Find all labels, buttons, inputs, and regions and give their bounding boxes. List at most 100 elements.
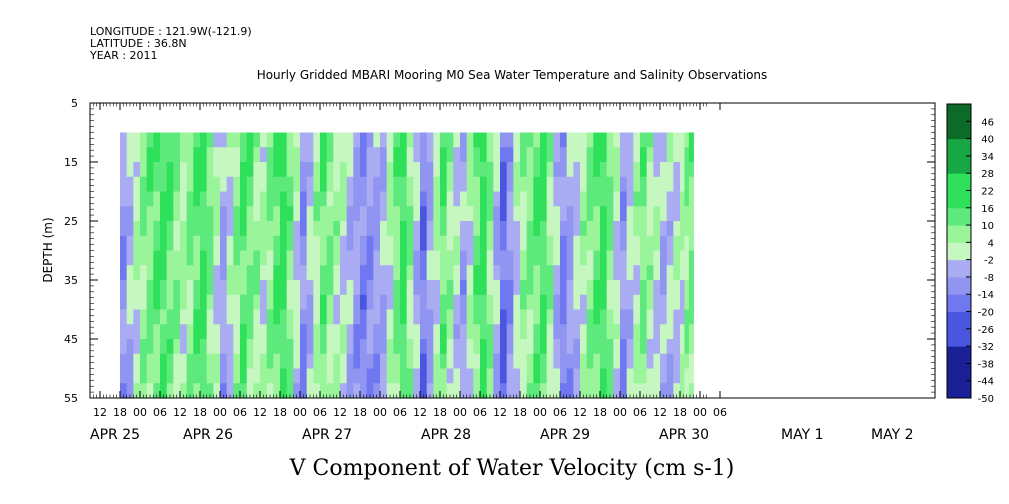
heatmap-cell	[553, 132, 561, 148]
heatmap-cell	[166, 309, 174, 325]
heatmap-cell	[513, 368, 521, 384]
heatmap-cell	[666, 383, 674, 399]
heatmap-cell	[653, 353, 661, 370]
heatmap-cell	[120, 324, 128, 340]
heatmap-cell	[273, 294, 281, 311]
colorbar-swatch	[947, 132, 971, 140]
heatmap-cell	[546, 206, 554, 222]
heatmap-cell	[286, 280, 294, 296]
heatmap-cell	[653, 294, 661, 311]
heatmap-cell	[680, 147, 686, 163]
heatmap-cell	[466, 132, 474, 148]
heatmap-cell	[306, 294, 314, 311]
heatmap-cell	[413, 324, 421, 340]
heatmap-cell	[273, 368, 281, 384]
heatmap-cell	[593, 221, 601, 237]
heatmap-cell	[673, 221, 681, 237]
heatmap-cell	[420, 280, 428, 296]
heatmap-cell	[626, 324, 634, 340]
date-label: APR 30	[659, 427, 709, 443]
heatmap-cell	[140, 339, 148, 355]
heatmap-cell	[293, 176, 301, 193]
heatmap-cell	[326, 368, 334, 384]
heatmap-cell	[593, 265, 601, 281]
heatmap-cell	[300, 353, 308, 370]
heatmap-cell	[673, 191, 681, 207]
heatmap-cell	[466, 324, 474, 340]
heatmap-cell	[413, 309, 421, 325]
heatmap-cell	[286, 221, 294, 237]
heatmap-cell	[220, 280, 228, 296]
heatmap-cell	[540, 294, 548, 311]
colorbar-swatch	[947, 190, 971, 197]
heatmap-cell	[620, 250, 628, 266]
heatmap-cell	[266, 339, 274, 355]
heatmap-cell	[246, 132, 254, 148]
heatmap-cell	[533, 235, 541, 252]
heatmap-cell	[600, 176, 608, 193]
heatmap-cell	[520, 191, 528, 207]
heatmap-cell	[688, 383, 694, 399]
heatmap-cell	[533, 250, 541, 266]
heatmap-cell	[566, 176, 574, 193]
heatmap-cell	[433, 368, 441, 384]
heatmap-cell	[226, 176, 234, 193]
heatmap-cell	[226, 280, 234, 296]
heatmap-cell	[684, 383, 690, 399]
heatmap-cell	[346, 280, 354, 296]
heatmap-cell	[366, 368, 374, 384]
heatmap-cell	[440, 383, 448, 399]
heatmap-cell	[506, 162, 514, 178]
heatmap-cell	[606, 250, 614, 266]
heatmap-cell	[400, 221, 408, 237]
heatmap-cell	[486, 280, 494, 296]
heatmap-cell	[453, 162, 461, 178]
heatmap-cell	[300, 132, 308, 148]
heatmap-cell	[540, 368, 548, 384]
heatmap-cell	[133, 265, 141, 281]
y-axis-label: DEPTH (m)	[41, 217, 55, 282]
heatmap-cell	[573, 324, 581, 340]
colorbar-swatch	[947, 282, 971, 289]
heatmap-cell	[688, 309, 694, 325]
heatmap-cell	[560, 309, 568, 325]
colorbar-swatch	[947, 207, 971, 215]
heatmap-cell	[173, 162, 181, 178]
heatmap-cell	[426, 206, 434, 222]
heatmap-cell	[520, 132, 528, 148]
heatmap-cell	[666, 176, 674, 193]
heatmap-cell	[213, 368, 221, 384]
heatmap-cell	[313, 324, 321, 340]
heatmap-cell	[606, 280, 614, 296]
heatmap-cell	[120, 368, 128, 384]
heatmap-cell	[580, 294, 588, 311]
heatmap-cell	[293, 339, 301, 355]
heatmap-cell	[246, 368, 254, 384]
heatmap-cell	[560, 162, 568, 178]
heatmap-cell	[433, 280, 441, 296]
heatmap-cell	[300, 265, 308, 281]
heatmap-cell	[166, 265, 174, 281]
heatmap-cell	[680, 162, 686, 178]
heatmap-cell	[280, 191, 288, 207]
heatmap-cell	[533, 339, 541, 355]
heatmap-cell	[473, 250, 481, 266]
heatmap-cell	[413, 353, 421, 370]
colorbar-label: 4	[988, 238, 994, 249]
heatmap-cell	[573, 162, 581, 178]
heatmap-cell	[620, 147, 628, 163]
heatmap-cell	[300, 235, 308, 252]
heatmap-cell	[406, 383, 414, 399]
x-tick-label: 00	[533, 406, 547, 419]
colorbar-swatch	[947, 253, 971, 261]
heatmap-cell	[440, 191, 448, 207]
heatmap-cell	[226, 250, 234, 266]
heatmap-cell	[333, 191, 341, 207]
heatmap-cell	[146, 162, 154, 178]
heatmap-cell	[266, 265, 274, 281]
heatmap-cell	[200, 206, 208, 222]
heatmap-cell	[213, 383, 221, 399]
heatmap-cell	[320, 368, 328, 384]
heatmap-cell	[593, 339, 601, 355]
heatmap-cell	[466, 221, 474, 237]
